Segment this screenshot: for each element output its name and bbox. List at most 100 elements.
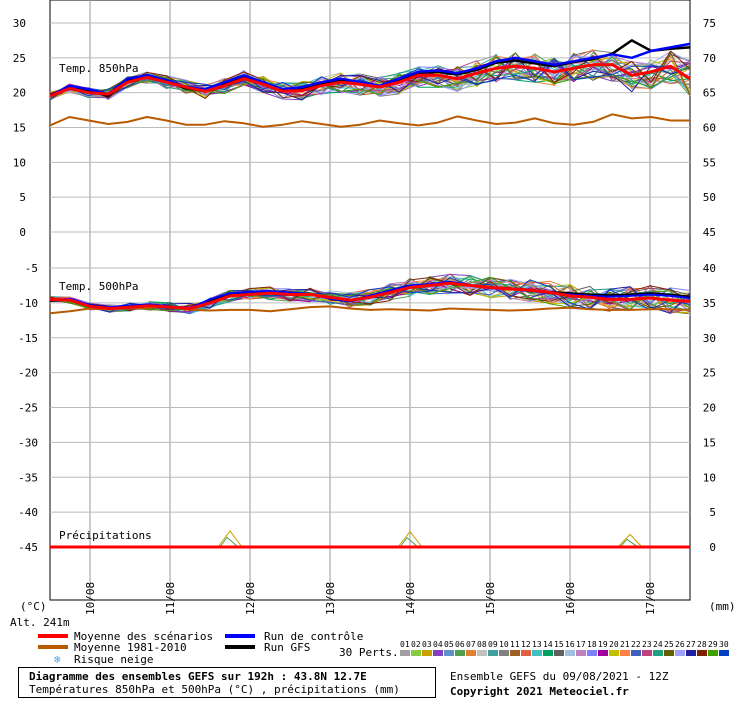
x-tick-label: 13/08: [324, 582, 337, 615]
y-tick-label-right: 35: [703, 297, 716, 310]
pert-number-label: 25: [664, 640, 674, 649]
series-line-500: [49, 281, 691, 310]
x-tick-label: 11/08: [164, 582, 177, 615]
y-tick-label-right: 70: [703, 52, 716, 65]
x-tick-label: 15/08: [484, 582, 497, 615]
pert-number-label: 30: [719, 640, 729, 649]
pert-number-label: 26: [675, 640, 685, 649]
panel-label-precip: Précipitations: [59, 529, 152, 542]
pert-number-label: 15: [554, 640, 564, 649]
pert-number-label: 06: [455, 640, 465, 649]
pert-color-swatch: [653, 650, 663, 656]
pert-color-swatch: [510, 650, 520, 656]
y-tick-label-left: 30: [13, 17, 26, 30]
y-tick-label-left: -5: [25, 262, 38, 275]
pert-color-swatch: [433, 650, 443, 656]
snowflake-icon: ❄: [54, 653, 61, 666]
perts-label: 30 Perts.: [339, 646, 399, 659]
y-tick-label-left: -20: [18, 367, 38, 380]
pert-number-label: 04: [433, 640, 443, 649]
y-tick-label-right: 65: [703, 87, 716, 100]
copyright: Copyright 2021 Meteociel.fr: [450, 685, 629, 698]
perturbation-line-850: [49, 50, 691, 99]
y-tick-label-left: -40: [18, 506, 38, 519]
pert-color-swatch: [587, 650, 597, 656]
pert-number-label: 13: [532, 640, 542, 649]
series-line-850: [49, 63, 691, 98]
pert-color-swatch: [675, 650, 685, 656]
y-tick-label-right: 30: [703, 332, 716, 345]
y-tick-label-right: 55: [703, 156, 716, 169]
pert-number-label: 19: [598, 640, 608, 649]
y-tick-label-left: 20: [13, 87, 26, 100]
y-tick-label-left: 5: [19, 191, 26, 204]
pert-color-swatch: [488, 650, 498, 656]
pert-number-label: 14: [543, 640, 553, 649]
legend-label-mean: Moyenne des scénarios: [74, 630, 213, 643]
precip-peak-line: [397, 530, 423, 548]
pert-number-label: 02: [411, 640, 421, 649]
x-tick-label: 17/08: [644, 582, 657, 615]
precip-peak-line: [619, 538, 639, 548]
y-tick-label-right: 45: [703, 226, 716, 239]
y-tick-label-left: 25: [13, 52, 26, 65]
pert-color-swatch: [631, 650, 641, 656]
perturbation-line-850: [49, 52, 691, 97]
pert-number-label: 10: [499, 640, 509, 649]
y-tick-label-left: -45: [18, 541, 38, 554]
pert-number-label: 05: [444, 640, 454, 649]
pert-color-swatch: [532, 650, 542, 656]
pert-number-label: 08: [477, 640, 487, 649]
series-line-850: [49, 42, 691, 98]
y-tick-label-right: 15: [703, 436, 716, 449]
legend-label-climatology: Moyenne 1981-2010: [74, 641, 187, 654]
pert-number-label: 20: [609, 640, 619, 649]
pert-color-swatch: [444, 650, 454, 656]
pert-color-swatch: [598, 650, 608, 656]
pert-number-label: 07: [466, 640, 476, 649]
y-tick-label-left: 0: [19, 226, 26, 239]
pert-color-swatch: [620, 650, 630, 656]
y-tick-label-left: 15: [13, 122, 26, 135]
y-tick-label-right: 40: [703, 262, 716, 275]
pert-number-label: 01: [400, 640, 410, 649]
y-tick-label-right: 10: [703, 471, 716, 484]
altitude-label: Alt. 241m: [10, 616, 70, 629]
pert-number-label: 17: [576, 640, 586, 649]
pert-number-label: 03: [422, 640, 432, 649]
precip-peak-line: [217, 530, 243, 548]
pert-color-swatch: [466, 650, 476, 656]
panel-label-500: Temp. 500hPa: [59, 280, 138, 293]
y-tick-label-left: -25: [18, 402, 38, 415]
right-unit-label: (mm): [709, 600, 736, 613]
pert-number-label: 22: [631, 640, 641, 649]
pert-number-label: 24: [653, 640, 663, 649]
series-line-850: [49, 113, 690, 128]
left-unit-label: (°C): [20, 600, 47, 613]
pert-color-swatch: [499, 650, 509, 656]
y-tick-label-right: 75: [703, 17, 716, 30]
pert-color-swatch: [411, 650, 421, 656]
y-tick-label-left: -15: [18, 332, 38, 345]
legend-label-gfs: Run GFS: [264, 641, 310, 654]
pert-color-swatch: [697, 650, 707, 656]
y-tick-label-left: -35: [18, 471, 38, 484]
pert-color-swatch: [708, 650, 718, 656]
pert-color-swatch: [609, 650, 619, 656]
legend-label-control: Run de contrôle: [264, 630, 363, 643]
precip-peak-line: [219, 536, 239, 548]
pert-number-label: 16: [565, 640, 575, 649]
pert-color-swatch: [664, 650, 674, 656]
y-tick-label-right: 20: [703, 402, 716, 415]
x-tick-label: 10/08: [84, 582, 97, 615]
pert-number-label: 28: [697, 640, 707, 649]
pert-number-label: 29: [708, 640, 718, 649]
y-tick-label-left: -10: [18, 297, 38, 310]
y-tick-label-right: 0: [709, 541, 716, 554]
pert-color-swatch: [719, 650, 729, 656]
pert-color-swatch: [400, 650, 410, 656]
pert-color-swatch: [455, 650, 465, 656]
run-label: Ensemble GEFS du 09/08/2021 - 12Z: [450, 670, 669, 683]
pert-color-swatch: [565, 650, 575, 656]
legend-label-snow-risk: Risque neige: [74, 653, 153, 666]
